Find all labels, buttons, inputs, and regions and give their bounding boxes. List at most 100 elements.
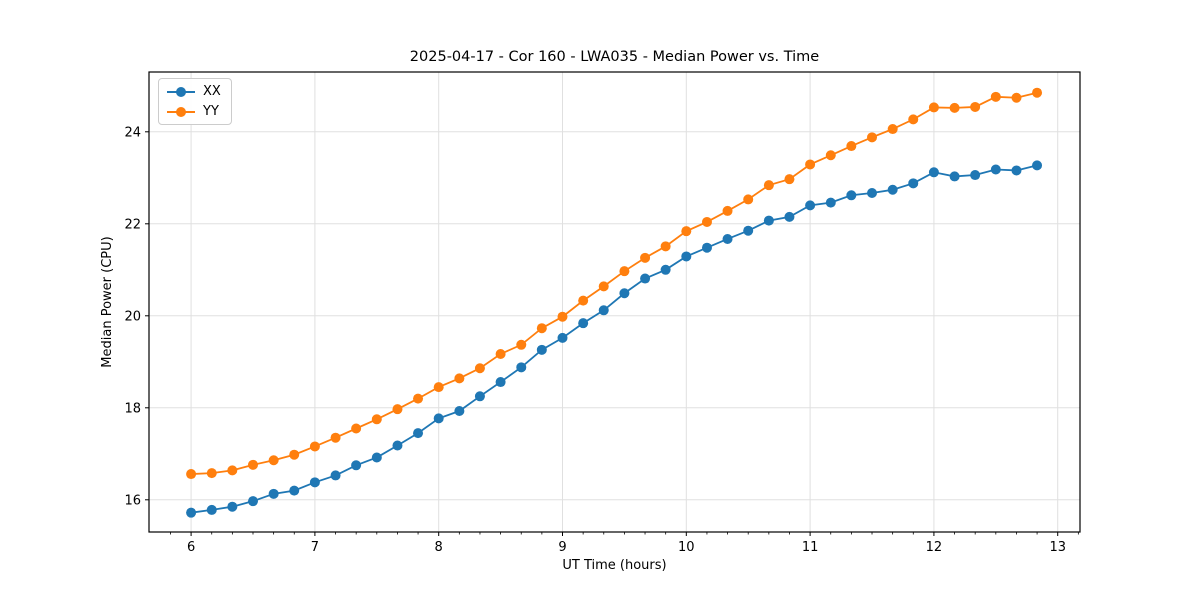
series-xx-marker bbox=[495, 377, 506, 388]
x-tick-label: 12 bbox=[926, 540, 943, 555]
series-yy-marker bbox=[743, 194, 754, 205]
series-yy-marker bbox=[825, 150, 836, 161]
series-xx-marker bbox=[516, 362, 527, 373]
y-axis-label: Median Power (CPU) bbox=[100, 236, 115, 368]
series-yy-marker bbox=[413, 393, 424, 404]
series-yy-marker bbox=[536, 323, 547, 334]
series-yy-marker bbox=[928, 102, 939, 113]
series-yy-marker bbox=[351, 423, 362, 434]
series-yy-marker bbox=[887, 124, 898, 135]
series-xx-marker bbox=[763, 215, 774, 226]
series-xx-marker bbox=[887, 184, 898, 195]
legend-label-yy: YY bbox=[203, 104, 219, 119]
series-xx-marker bbox=[413, 428, 424, 439]
series-yy-marker bbox=[846, 141, 857, 152]
legend-label-xx: XX bbox=[203, 84, 221, 99]
series-yy-marker bbox=[619, 266, 630, 277]
series-xx-marker bbox=[247, 496, 258, 507]
series-yy-marker bbox=[454, 373, 465, 384]
series-yy-marker bbox=[474, 363, 485, 374]
series-yy-marker bbox=[186, 469, 197, 480]
series-xx-marker bbox=[846, 190, 857, 201]
series-xx-marker bbox=[660, 264, 671, 275]
x-tick-label: 13 bbox=[1049, 540, 1066, 555]
series-xx-marker bbox=[227, 501, 238, 512]
series-yy-marker bbox=[867, 132, 878, 143]
y-tick-label: 16 bbox=[124, 493, 141, 508]
series-xx-marker bbox=[949, 171, 960, 182]
series-xx-marker bbox=[289, 485, 300, 496]
series-yy-line bbox=[191, 91, 1038, 475]
x-axis-label: UT Time (hours) bbox=[562, 558, 667, 573]
series-xx-marker bbox=[598, 305, 609, 316]
legend-sample-yy bbox=[167, 106, 195, 117]
series-xx-marker bbox=[392, 440, 403, 451]
series-xx-marker bbox=[681, 251, 692, 262]
series-yy-marker bbox=[805, 159, 816, 170]
series-xx-marker bbox=[722, 233, 733, 244]
series-yy-marker bbox=[247, 459, 258, 470]
series-yy-marker bbox=[578, 295, 589, 306]
series-xx-marker bbox=[908, 178, 919, 189]
x-tick-label: 10 bbox=[678, 540, 695, 555]
series-xx-marker bbox=[474, 391, 485, 402]
series-xx-marker bbox=[309, 477, 320, 488]
series-xx-marker bbox=[928, 167, 939, 178]
y-tick-label: 24 bbox=[124, 125, 141, 140]
legend-marker-icon bbox=[176, 106, 186, 117]
series-xx-marker bbox=[536, 344, 547, 355]
series-xx-marker bbox=[268, 488, 279, 499]
plot-frame bbox=[148, 71, 1081, 533]
series-yy-marker bbox=[1011, 92, 1022, 103]
series-xx-marker bbox=[805, 200, 816, 211]
series-xx-marker bbox=[701, 242, 712, 253]
legend-item-xx: XX bbox=[167, 84, 221, 99]
series-xx-marker bbox=[454, 406, 465, 417]
series-xx-marker bbox=[186, 507, 197, 518]
series-yy-marker bbox=[289, 449, 300, 460]
series-xx-marker bbox=[743, 225, 754, 236]
series-yy-marker bbox=[701, 216, 712, 227]
series-yy-marker bbox=[268, 455, 279, 466]
series-yy-marker bbox=[681, 226, 692, 237]
x-tick-label: 8 bbox=[435, 540, 443, 555]
legend: XX YY bbox=[158, 78, 232, 125]
series-xx-marker bbox=[784, 211, 795, 222]
series-yy-marker bbox=[722, 205, 733, 216]
series-xx-marker bbox=[825, 197, 836, 208]
series-yy-marker bbox=[598, 281, 609, 292]
series-yy-marker bbox=[660, 241, 671, 252]
series-xx-marker bbox=[433, 413, 444, 424]
y-tick-label: 22 bbox=[124, 217, 141, 232]
series-xx-marker bbox=[330, 470, 341, 481]
y-tick-label: 18 bbox=[124, 401, 141, 416]
series-yy-marker bbox=[990, 91, 1001, 102]
series-yy-marker bbox=[640, 252, 651, 263]
series-xx-marker bbox=[640, 273, 651, 284]
legend-item-yy: YY bbox=[167, 104, 221, 119]
series-xx-marker bbox=[371, 452, 382, 463]
series-yy-marker bbox=[763, 180, 774, 191]
x-tick-label: 6 bbox=[187, 540, 195, 555]
series-xx-marker bbox=[970, 170, 981, 181]
series-yy-marker bbox=[970, 101, 981, 112]
series-yy-marker bbox=[371, 414, 382, 425]
series-yy-marker bbox=[206, 468, 217, 479]
series-xx-marker bbox=[1032, 160, 1043, 171]
series-xx-marker bbox=[557, 332, 568, 343]
y-tick-label: 20 bbox=[124, 309, 141, 324]
series-yy-marker bbox=[516, 339, 527, 350]
series-yy-marker bbox=[557, 311, 568, 322]
x-tick-label: 11 bbox=[802, 540, 819, 555]
series-xx-marker bbox=[1011, 165, 1022, 176]
legend-marker-icon bbox=[176, 86, 186, 97]
series-yy-marker bbox=[908, 114, 919, 125]
series-yy-marker bbox=[433, 382, 444, 393]
series-xx-marker bbox=[578, 318, 589, 329]
series-xx-marker bbox=[351, 460, 362, 471]
series-yy-marker bbox=[330, 432, 341, 443]
legend-sample-xx bbox=[167, 86, 195, 97]
series-xx-marker bbox=[867, 187, 878, 198]
